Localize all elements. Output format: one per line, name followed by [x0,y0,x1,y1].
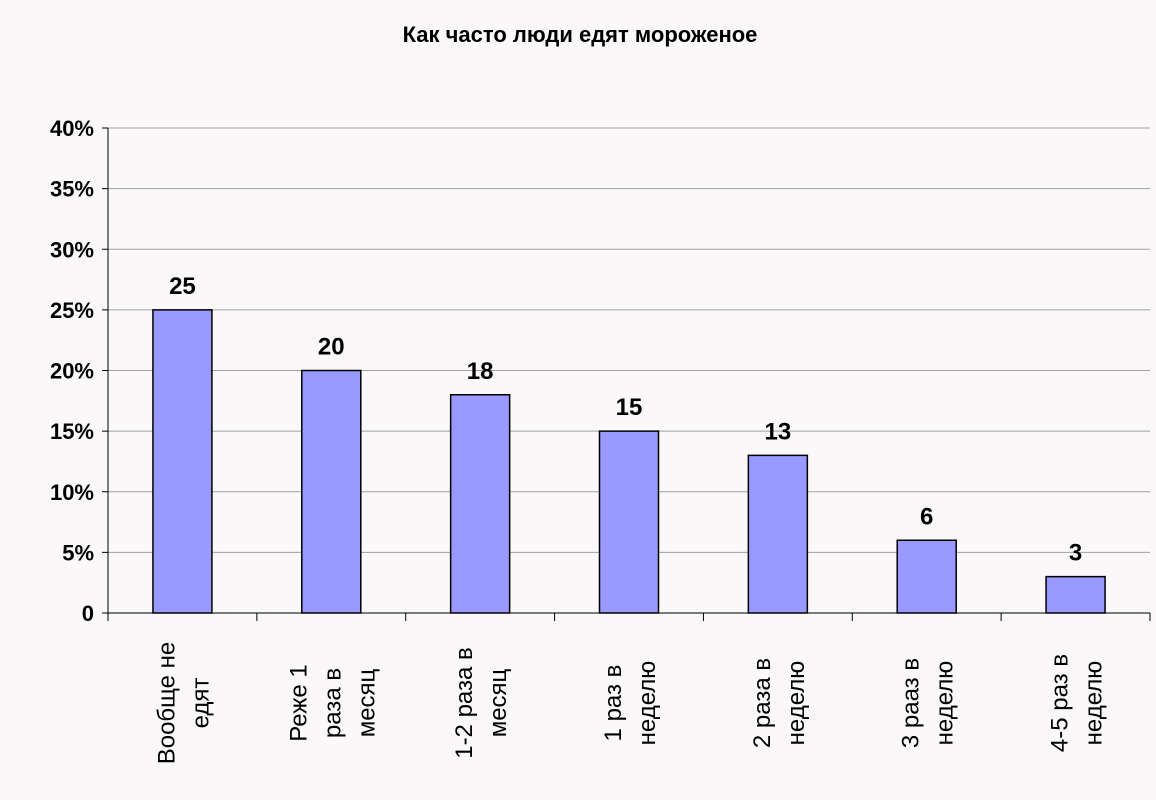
y-tick-label: 10% [50,480,94,505]
x-tick-label: 1-2 раза в [451,647,478,759]
x-tick-label: Вообще не [153,642,180,765]
y-tick-label: 30% [50,237,94,262]
x-tick-label: Реже 1 [285,664,312,741]
y-tick-label: 0 [82,601,94,626]
x-tick-label: раза в [319,668,346,738]
x-tick-label: 4-5 раз в [1047,654,1074,752]
data-label: 18 [467,358,494,385]
x-tick-label: неделю [783,661,810,746]
data-label: 20 [318,334,345,361]
x-tick-label: 3 рааз в [898,658,925,748]
bar [896,539,957,614]
y-tick-label: 25% [50,298,94,323]
data-label: 3 [1069,540,1082,567]
data-label: 15 [616,394,643,421]
bar [1045,575,1106,614]
bar [152,309,213,614]
x-tick-label: неделю [634,661,661,746]
y-tick-label: 20% [50,359,94,384]
bar [449,394,511,614]
bar [747,454,809,614]
y-tick-label: 5% [62,540,94,565]
y-tick-label: 35% [50,177,94,202]
data-label: 25 [169,273,196,300]
x-tick-label: месяц [485,668,512,737]
x-tick-label: 1 раз в [600,665,627,742]
x-tick-label: месяц [353,668,380,737]
y-tick-label: 40% [50,116,94,141]
data-label: 6 [920,503,933,530]
x-tick-label: неделю [1081,661,1108,746]
x-tick-label: 2 раза в [749,658,776,748]
bar [301,369,362,614]
y-tick-label: 15% [50,419,94,444]
x-tick-label: неделю [932,661,959,746]
data-label: 13 [765,418,792,445]
bar [598,430,660,614]
chart-title: Как часто люди едят мороженое [403,22,758,47]
x-tick-label: едят [187,678,214,729]
